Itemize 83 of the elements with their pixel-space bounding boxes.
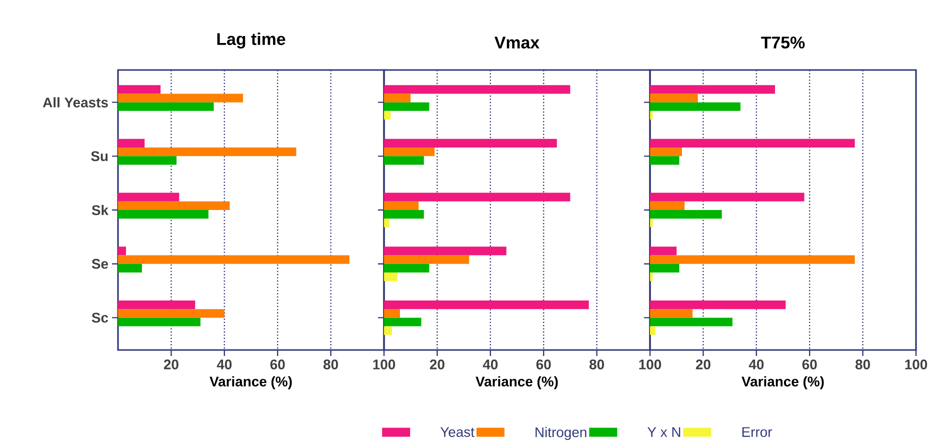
x-tick-label: 60 xyxy=(536,360,551,370)
chart-title: T75% xyxy=(761,36,805,49)
bar xyxy=(118,102,214,112)
x-tick-label: 100 xyxy=(373,360,396,370)
legend-label: Yeast xyxy=(440,427,474,438)
bar xyxy=(650,85,776,94)
bar xyxy=(650,255,855,264)
y-tick-label: Se xyxy=(92,259,108,270)
x-tick-label: 60 xyxy=(270,360,285,370)
bar xyxy=(650,300,786,310)
bar xyxy=(650,309,693,318)
chart-title: Vmax xyxy=(494,36,540,49)
bar xyxy=(650,102,740,112)
bar xyxy=(384,111,391,120)
legend-label: Y x N xyxy=(647,427,680,438)
bar xyxy=(650,202,685,210)
bar xyxy=(384,210,424,219)
bar xyxy=(118,318,200,327)
bar xyxy=(384,192,570,202)
x-tick-label: 20 xyxy=(430,360,444,370)
bar xyxy=(118,255,350,264)
bar xyxy=(384,309,400,318)
x-axis-title: Variance (%) xyxy=(476,376,558,390)
bar xyxy=(650,326,656,336)
bar xyxy=(650,111,653,120)
bar xyxy=(384,156,424,165)
bar xyxy=(384,318,422,327)
x-tick-label: 40 xyxy=(216,360,232,370)
bar xyxy=(384,202,419,210)
bar xyxy=(118,94,244,103)
bar xyxy=(384,218,390,228)
bar xyxy=(118,139,145,148)
y-tick-label: All Yeasts xyxy=(42,97,108,108)
legend-label: Nitrogen xyxy=(536,427,586,440)
bar xyxy=(118,210,208,219)
x-tick-label: 80 xyxy=(589,360,604,370)
bar xyxy=(118,309,224,318)
y-tick-label: Sk xyxy=(92,205,109,216)
bar xyxy=(118,202,230,210)
bar xyxy=(650,94,698,103)
y-tick-label: Su xyxy=(91,151,108,162)
x-tick-label: 60 xyxy=(802,360,817,370)
bar xyxy=(384,326,392,336)
bar xyxy=(384,94,411,103)
chart-title: Lag time xyxy=(217,32,286,49)
x-axis-title: Variance (%) xyxy=(210,376,292,390)
bar xyxy=(650,192,804,202)
bar xyxy=(384,264,430,273)
bar xyxy=(118,85,161,94)
bar xyxy=(650,210,722,219)
bar xyxy=(384,255,470,264)
bar xyxy=(650,148,682,156)
bar xyxy=(650,156,680,165)
x-axis-title: Variance (%) xyxy=(742,376,824,390)
bar xyxy=(118,264,142,273)
bar xyxy=(118,192,180,202)
x-tick-label: 40 xyxy=(748,360,764,370)
bar xyxy=(384,246,506,256)
bar xyxy=(118,156,177,165)
x-tick-label: 20 xyxy=(164,360,178,370)
bar xyxy=(650,264,680,273)
x-tick-label: 100 xyxy=(639,360,662,370)
y-tick-label: Sc xyxy=(92,312,108,323)
bar xyxy=(118,148,296,156)
legend-label: Error xyxy=(742,427,772,438)
x-tick-label: 80 xyxy=(855,360,870,370)
bar xyxy=(650,272,653,282)
bar xyxy=(384,102,430,112)
x-tick-label: 80 xyxy=(323,360,338,370)
bar xyxy=(384,85,570,94)
bar xyxy=(384,139,557,148)
x-tick-label: 40 xyxy=(482,360,498,370)
bar xyxy=(650,246,677,256)
x-tick-label: 100 xyxy=(905,360,928,370)
x-tick-label: 20 xyxy=(696,360,710,370)
bar xyxy=(384,272,398,282)
bar xyxy=(650,318,732,327)
bar xyxy=(650,139,855,148)
bar xyxy=(384,148,435,156)
bar xyxy=(650,218,653,228)
bar xyxy=(118,300,196,310)
bar xyxy=(118,246,126,256)
bar xyxy=(384,300,589,310)
